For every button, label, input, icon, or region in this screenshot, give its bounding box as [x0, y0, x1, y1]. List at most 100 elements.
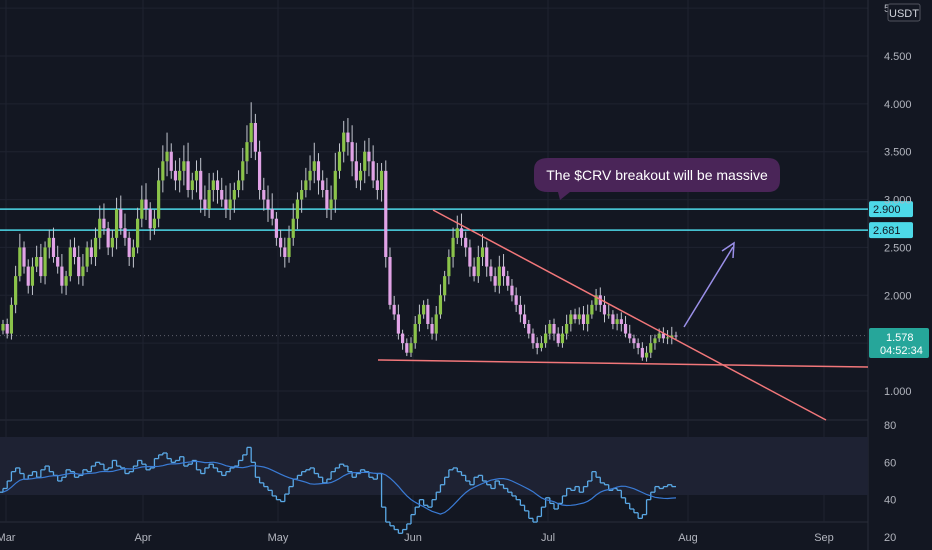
candle	[98, 205, 102, 250]
candle-body	[47, 237, 51, 248]
candle	[472, 257, 476, 282]
candle	[396, 304, 400, 340]
projection-arrow-head	[721, 241, 735, 259]
candle-body	[161, 161, 165, 181]
candle-body	[447, 257, 451, 277]
y-tick-label: 1.000	[884, 386, 912, 398]
candle	[670, 326, 674, 345]
candle	[300, 180, 304, 213]
candle	[405, 338, 409, 357]
current-price-tag: 1.578 04:52:34	[869, 328, 929, 358]
candle-body	[560, 333, 565, 344]
candle	[64, 270, 68, 295]
candle	[249, 102, 253, 158]
candle-body	[77, 257, 81, 277]
candle	[93, 227, 98, 266]
candle	[522, 304, 527, 329]
candle	[426, 298, 430, 330]
candle-body	[26, 266, 30, 286]
candle	[422, 300, 426, 319]
price-axis[interactable]: 1.0001.5002.0002.5003.0003.5004.0004.500…	[884, 3, 912, 544]
candle-body	[262, 190, 266, 200]
candle-body	[102, 218, 106, 229]
x-tick-label: Mar	[0, 532, 16, 544]
candle-body	[544, 333, 548, 344]
rsi-tick-label: 80	[884, 420, 896, 432]
candle-body	[14, 276, 18, 305]
rsi-band	[0, 437, 868, 495]
candle	[594, 288, 598, 311]
candle-body	[190, 180, 194, 190]
candle	[480, 233, 485, 266]
candle	[152, 209, 157, 235]
candle-body	[157, 180, 161, 219]
candle-body	[140, 199, 144, 219]
candle	[350, 125, 354, 177]
candle	[161, 145, 165, 193]
candle-body	[152, 218, 157, 229]
candle-body	[632, 338, 636, 344]
candle-body	[224, 199, 228, 210]
candle-body	[590, 304, 594, 315]
candle	[47, 229, 51, 259]
candle	[157, 167, 161, 228]
y-tick-label: 5	[884, 3, 890, 15]
time-axis[interactable]: Mar Apr May Jun Jul Aug Sep	[0, 532, 834, 544]
candle-body	[136, 218, 140, 248]
candle	[144, 183, 148, 220]
candle-body	[329, 199, 333, 210]
candle	[544, 324, 548, 348]
candle-body	[131, 247, 135, 257]
level-tag	[869, 222, 913, 239]
annotation-bubble[interactable]: The $CRV breakout will be massive	[534, 158, 780, 200]
candle-body	[18, 247, 22, 277]
candle	[257, 140, 262, 200]
candle	[140, 185, 144, 228]
candle	[392, 295, 396, 320]
candle	[556, 327, 560, 347]
y-tick-label: 2.000	[884, 290, 912, 302]
candle-body	[148, 209, 152, 229]
candle	[388, 247, 392, 310]
candle-body	[602, 304, 607, 315]
candle-body	[211, 180, 215, 190]
candle	[287, 225, 291, 263]
candle	[661, 327, 665, 344]
candle-body	[354, 161, 358, 181]
candle-body	[367, 151, 371, 162]
candle-body	[413, 324, 417, 344]
candle-body	[56, 257, 60, 267]
descending-trendline	[432, 209, 827, 421]
candle	[39, 243, 43, 283]
candle-body	[661, 333, 665, 339]
candle-body	[9, 304, 14, 334]
candle-body	[514, 295, 518, 305]
candle-body	[291, 218, 295, 238]
x-tick-label: Sep	[814, 532, 834, 544]
candle-body	[245, 142, 249, 162]
candle-body	[417, 314, 422, 324]
candle	[77, 245, 81, 285]
rsi-tick-label: 20	[884, 532, 896, 544]
candle-body	[321, 180, 325, 190]
candle	[127, 231, 131, 266]
candle-body	[665, 337, 670, 339]
currency-label[interactable]: USDT	[887, 3, 921, 22]
candle	[577, 307, 581, 325]
candle	[119, 195, 123, 235]
candle-body	[363, 151, 367, 171]
candle	[438, 284, 443, 319]
candle	[308, 155, 312, 191]
candle	[232, 182, 236, 213]
candle-body	[123, 228, 127, 238]
candle-body	[644, 352, 649, 358]
candle-body	[350, 142, 354, 162]
candle-body	[68, 247, 72, 277]
candle	[18, 233, 22, 282]
candle	[417, 304, 422, 332]
candle-body	[249, 123, 253, 143]
candle-body	[409, 343, 413, 353]
candle-body	[615, 319, 619, 324]
candle	[89, 239, 93, 265]
